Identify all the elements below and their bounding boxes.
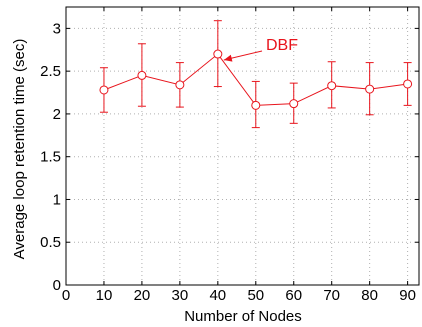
x-tick-label: 80 [361,287,378,304]
annotation-label: DBF [266,37,298,54]
x-tick-label: 90 [399,287,416,304]
x-tick-label: 20 [134,287,151,304]
y-axis-label: Average loop retention time (sec) [11,39,28,260]
y-tick-label: 1.5 [40,149,61,166]
x-tick-label: 60 [285,287,302,304]
x-tick-label: 30 [172,287,189,304]
x-tick-label: 40 [209,287,226,304]
data-point [175,80,185,90]
x-tick-label: 0 [62,287,70,304]
plot-area-frame [65,6,420,286]
data-points [99,49,413,110]
x-tick-label: 10 [96,287,113,304]
y-tick-label: 0.5 [40,234,61,251]
error-bars [99,20,412,129]
grid-lines [66,7,419,285]
annotation: DBF [223,37,298,62]
y-tick-label: 2 [53,106,61,123]
data-point [403,79,413,89]
y-tick-label: 3 [53,20,61,37]
data-point [99,85,109,95]
y-tick-label: 1 [53,191,61,208]
x-axis-label: Number of Nodes [184,308,302,325]
data-point [365,84,375,94]
annotation-arrow-head [223,54,233,62]
data-point [137,70,147,80]
data-point [327,81,337,91]
data-point [213,49,223,59]
data-point [289,99,299,109]
y-tick-label: 0 [53,277,61,294]
y-tick-label: 2.5 [40,63,61,80]
data-point [251,100,261,110]
x-tick-label: 70 [323,287,340,304]
x-tick-label: 50 [247,287,264,304]
x-ticks: 0 10 20 30 40 50 60 70 80 90 [62,7,416,304]
